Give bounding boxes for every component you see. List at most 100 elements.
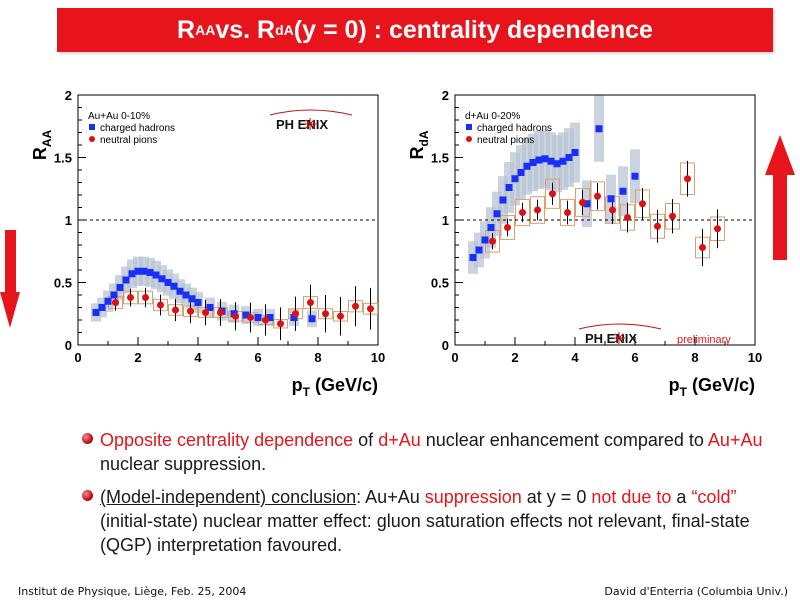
legend-marker-neutral [89,136,95,142]
marker-charged-hadrons [98,304,106,311]
marker-neutral-pions [142,294,149,301]
b1-text: nuclear suppression. [100,454,267,474]
marker-charged-hadrons [134,267,142,275]
phenix-swoosh [269,109,353,116]
marker-neutral-pions [714,225,721,233]
marker-charged-hadrons [487,224,495,231]
y-tick-label: 2 [65,88,72,103]
y-tick-label: 0 [65,338,72,353]
marker-charged-hadrons [571,149,579,156]
marker-charged-hadrons [308,315,316,323]
marker-charged-hadrons [158,275,166,283]
marker-charged-hadrons [535,156,543,164]
phenix-logo: PH ENIX [276,117,328,132]
marker-charged-hadrons [541,155,549,163]
marker-charged-hadrons [565,154,573,161]
x-tick-label: 0 [74,350,81,365]
bullet-list: Opposite centrality dependence of d+Au n… [82,428,772,566]
b1-text: Opposite centrality dependence [100,430,354,450]
legend-label-charged: charged hadrons [100,123,175,134]
syst-box [530,196,545,224]
marker-neutral-pions [112,299,119,306]
bullet-item: Opposite centrality dependence of d+Au n… [82,428,772,476]
marker-neutral-pions [489,237,496,245]
marker-neutral-pions [187,307,194,315]
marker-charged-hadrons [619,187,627,195]
b1-text: Au+Au [707,430,763,450]
marker-neutral-pions [352,302,359,310]
b2-text: suppression [424,487,522,507]
title-da: dA [275,22,294,38]
marker-charged-hadrons [254,314,262,321]
marker-charged-hadrons [266,314,274,321]
marker-charged-hadrons [547,157,555,165]
marker-charged-hadrons [206,304,214,311]
marker-neutral-pions [322,310,329,318]
b2-text: at y = 0 [521,487,592,507]
legend-marker-charged [89,124,95,130]
rda-plot: 0 2 4 6 8 10 0 0.5 1 1.5 2 d+Au 0-20%charged hadron… [407,88,762,399]
title-r: R [177,15,196,44]
marker-charged-hadrons [511,175,519,183]
marker-charged-hadrons [146,269,154,276]
marker-neutral-pions [157,301,164,309]
b2-text: “cold” [691,487,737,507]
marker-charged-hadrons [242,311,250,319]
marker-neutral-pions [669,212,676,220]
syst-box [560,198,575,227]
legend-title: d+Au 0-20% [465,111,520,122]
y-tick-label: 1 [65,213,72,228]
bullet-item: (Model-independent) conclusion: Au+Au su… [82,485,772,557]
marker-neutral-pions [247,314,254,321]
marker-neutral-pions [367,305,374,313]
marker-neutral-pions [699,244,706,251]
y-axis-title: RAA [30,130,54,161]
b2-text: (initial-state) nuclear matter effect: g… [100,511,750,555]
marker-charged-hadrons [176,287,184,295]
marker-charged-hadrons [152,271,160,279]
x-tick-label: 2 [134,350,141,365]
x-tick-label: 0 [451,350,458,365]
marker-neutral-pions [519,209,526,216]
marker-neutral-pions [337,312,344,320]
syst-box [590,181,605,212]
marker-neutral-pions [292,310,299,318]
marker-neutral-pions [609,206,616,214]
syst-box [545,178,560,209]
marker-charged-hadrons [559,157,567,165]
legend-marker-charged [466,124,472,130]
marker-neutral-pions [579,199,586,206]
footer-left: Institut de Physique, Liège, Feb. 25, 20… [18,585,247,598]
footer-right: David d'Enterria (Columbia Univ.) [604,585,788,598]
x-tick-label: 2 [511,350,518,365]
y-tick-label: 0.5 [54,276,72,291]
marker-charged-hadrons [182,291,190,299]
b2-text: not due to [591,487,672,507]
marker-charged-hadrons [475,246,483,254]
marker-charged-hadrons [104,297,112,305]
marker-charged-hadrons [164,279,172,286]
marker-charged-hadrons [499,196,507,204]
marker-charged-hadrons [529,159,537,166]
marker-neutral-pions [172,306,179,314]
y-tick-label: 1 [442,213,449,228]
marker-charged-hadrons [188,295,196,303]
marker-neutral-pions [127,294,134,301]
b1-text: d+Au [378,430,421,450]
x-tick-label: 4 [571,350,579,365]
b2-text: a [671,487,692,507]
marker-charged-hadrons [290,314,298,321]
marker-charged-hadrons [493,210,501,218]
marker-charged-hadrons [122,276,130,284]
bullet-dot-icon [82,490,93,501]
marker-neutral-pions [594,192,601,200]
y-tick-label: 1.5 [431,151,449,166]
phenix-star-icon [613,332,625,344]
marker-charged-hadrons [583,200,591,208]
marker-neutral-pions [504,224,511,231]
marker-charged-hadrons [92,309,100,316]
x-axis-title: pT (GeV/c) [669,375,755,399]
marker-neutral-pions [549,190,556,198]
b2-text: (Model-independent) conclusion [100,487,357,507]
marker-neutral-pions [534,206,541,214]
